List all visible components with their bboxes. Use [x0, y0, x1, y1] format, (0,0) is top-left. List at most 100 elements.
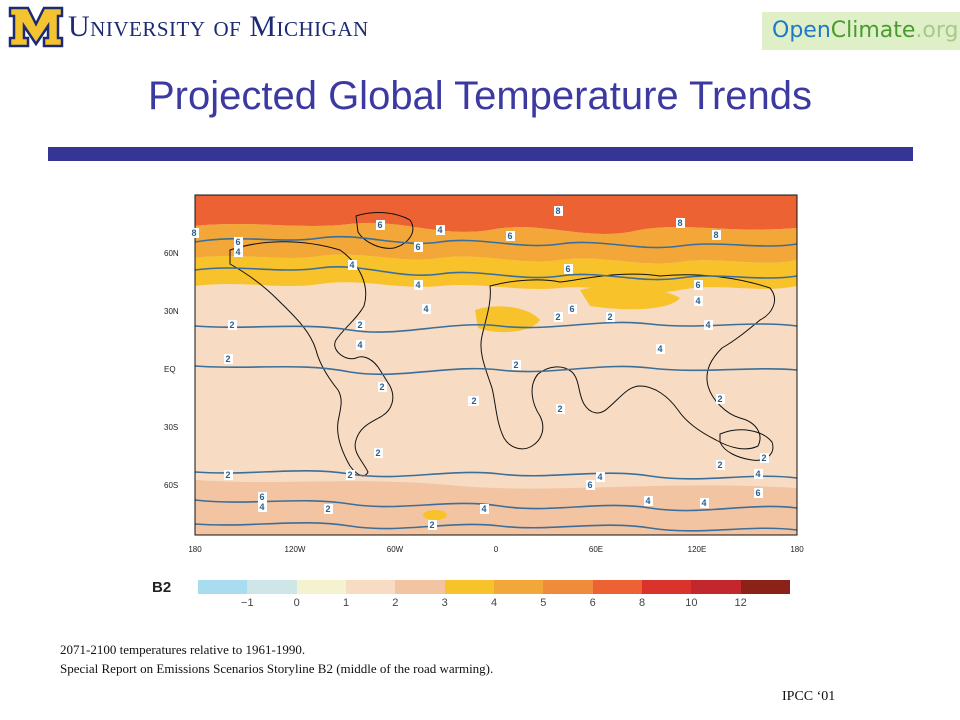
color-swatch [345, 580, 396, 594]
color-swatch [247, 580, 297, 594]
caption-period: 2071-2100 temperatures relative to 1961-… [60, 642, 306, 657]
central-asia-warming-patch [580, 285, 680, 310]
lon-label: 0 [494, 545, 499, 554]
contour-value-label: 6 [568, 304, 577, 314]
svg-text:4: 4 [756, 469, 761, 479]
scenario-label: B2 [152, 579, 172, 596]
svg-text:2: 2 [608, 312, 613, 322]
contour-value-label: 6 [376, 220, 385, 230]
contour-value-label: 6 [506, 231, 515, 241]
southern-ocean-band [195, 480, 797, 535]
badge-open-text: Open [772, 18, 831, 43]
svg-text:2: 2 [226, 470, 231, 480]
svg-text:6: 6 [236, 237, 241, 247]
contour-value-label: 4 [704, 320, 713, 330]
contour-value-label: 4 [596, 472, 605, 482]
contour-value-label: 4 [700, 498, 709, 508]
contour-value-label: 2 [324, 504, 333, 514]
openclimate-badge[interactable]: OpenClimate.org [762, 12, 960, 50]
color-swatch [641, 580, 692, 594]
mid-latitude-warming-band [195, 254, 797, 293]
svg-text:2: 2 [514, 360, 519, 370]
svg-text:2: 2 [376, 448, 381, 458]
svg-text:4: 4 [358, 340, 363, 350]
contour-value-label: 2 [224, 470, 233, 480]
contour-value-label: 8 [554, 206, 563, 216]
contour-value-label: 4 [436, 225, 445, 235]
lat-label: 60S [164, 481, 178, 490]
svg-text:6: 6 [260, 492, 265, 502]
lon-label: 60W [387, 545, 404, 554]
svg-text:4: 4 [236, 247, 241, 257]
contour-value-label: 2 [374, 448, 383, 458]
svg-text:2: 2 [718, 394, 723, 404]
contour-value-label: 4 [234, 247, 243, 257]
contour-value-label: 4 [656, 344, 665, 354]
scale-tick-label: 8 [638, 597, 646, 609]
scale-tick-label: 3 [441, 597, 448, 609]
svg-text:4: 4 [696, 296, 701, 306]
color-swatch [296, 580, 346, 594]
svg-text:6: 6 [416, 242, 421, 252]
contour-value-label: 2 [346, 470, 355, 480]
svg-text:2: 2 [718, 460, 723, 470]
contour-value-label: 2 [760, 453, 769, 463]
scale-tick-label: 10 [685, 597, 698, 609]
svg-text:6: 6 [570, 304, 575, 314]
svg-text:4: 4 [706, 320, 711, 330]
svg-text:2: 2 [558, 404, 563, 414]
longitude-axis: 180 120W 60W 0 60E 120E 180 [188, 545, 804, 554]
contour-value-label: 2 [356, 320, 365, 330]
contour-value-label: 4 [356, 340, 365, 350]
antarctic-warm-spot [423, 510, 447, 520]
contour-value-label: 6 [258, 492, 267, 502]
contour-value-label: 8 [676, 218, 685, 228]
svg-text:4: 4 [438, 225, 443, 235]
scale-tick-label: −1 [241, 597, 254, 609]
lon-label: 60E [589, 545, 603, 554]
contour-value-label: 2 [512, 360, 521, 370]
contour-value-label: 4 [644, 496, 653, 506]
svg-text:4: 4 [702, 498, 707, 508]
caption-scenario: Special Report on Emissions Scenarios St… [60, 661, 494, 676]
map-frame [194, 194, 798, 536]
svg-text:6: 6 [588, 480, 593, 490]
scale-tick-label: 0 [293, 597, 300, 609]
contour-value-label: 2 [716, 460, 725, 470]
scale-tick-label: 2 [392, 597, 399, 609]
color-swatch [444, 580, 494, 594]
contour-value-label: 6 [414, 242, 423, 252]
svg-text:6: 6 [756, 488, 761, 498]
contour-label-group: 8646464688864466422422442222222222464224… [190, 206, 769, 530]
color-swatch [198, 580, 248, 594]
page-title: Projected Global Temperature Trends [147, 74, 813, 118]
contour-lines [194, 235, 798, 532]
svg-text:2: 2 [762, 453, 767, 463]
contour-value-label: 8 [190, 228, 199, 238]
svg-text:6: 6 [378, 220, 383, 230]
contour-value-label: 2 [378, 382, 387, 392]
scale-tick-label: 4 [490, 597, 498, 609]
lon-label: 180 [790, 545, 804, 554]
contour-value-label: 4 [422, 304, 431, 314]
contour-value-label: 2 [554, 312, 563, 322]
contour-value-label: 8 [712, 230, 721, 240]
lon-label: 120W [285, 545, 306, 554]
svg-text:4: 4 [260, 502, 265, 512]
svg-text:2: 2 [326, 504, 331, 514]
badge-climate-text: Climate [830, 18, 916, 43]
svg-text:4: 4 [658, 344, 663, 354]
svg-text:2: 2 [226, 354, 231, 364]
contour-value-label: 4 [414, 280, 423, 290]
contour-value-label: 2 [224, 354, 233, 364]
university-of-michigan-logo: University of Michigan [8, 4, 408, 50]
scale-tick-label: 6 [589, 597, 596, 609]
contour-value-label: 2 [428, 520, 437, 530]
contour-value-label: 6 [564, 264, 573, 274]
svg-text:8: 8 [192, 228, 197, 238]
svg-text:4: 4 [482, 504, 487, 514]
scale-tick-label: 1 [342, 597, 350, 609]
svg-text:2: 2 [472, 396, 477, 406]
contour-value-label: 4 [348, 260, 357, 270]
lon-label: 180 [188, 545, 202, 554]
